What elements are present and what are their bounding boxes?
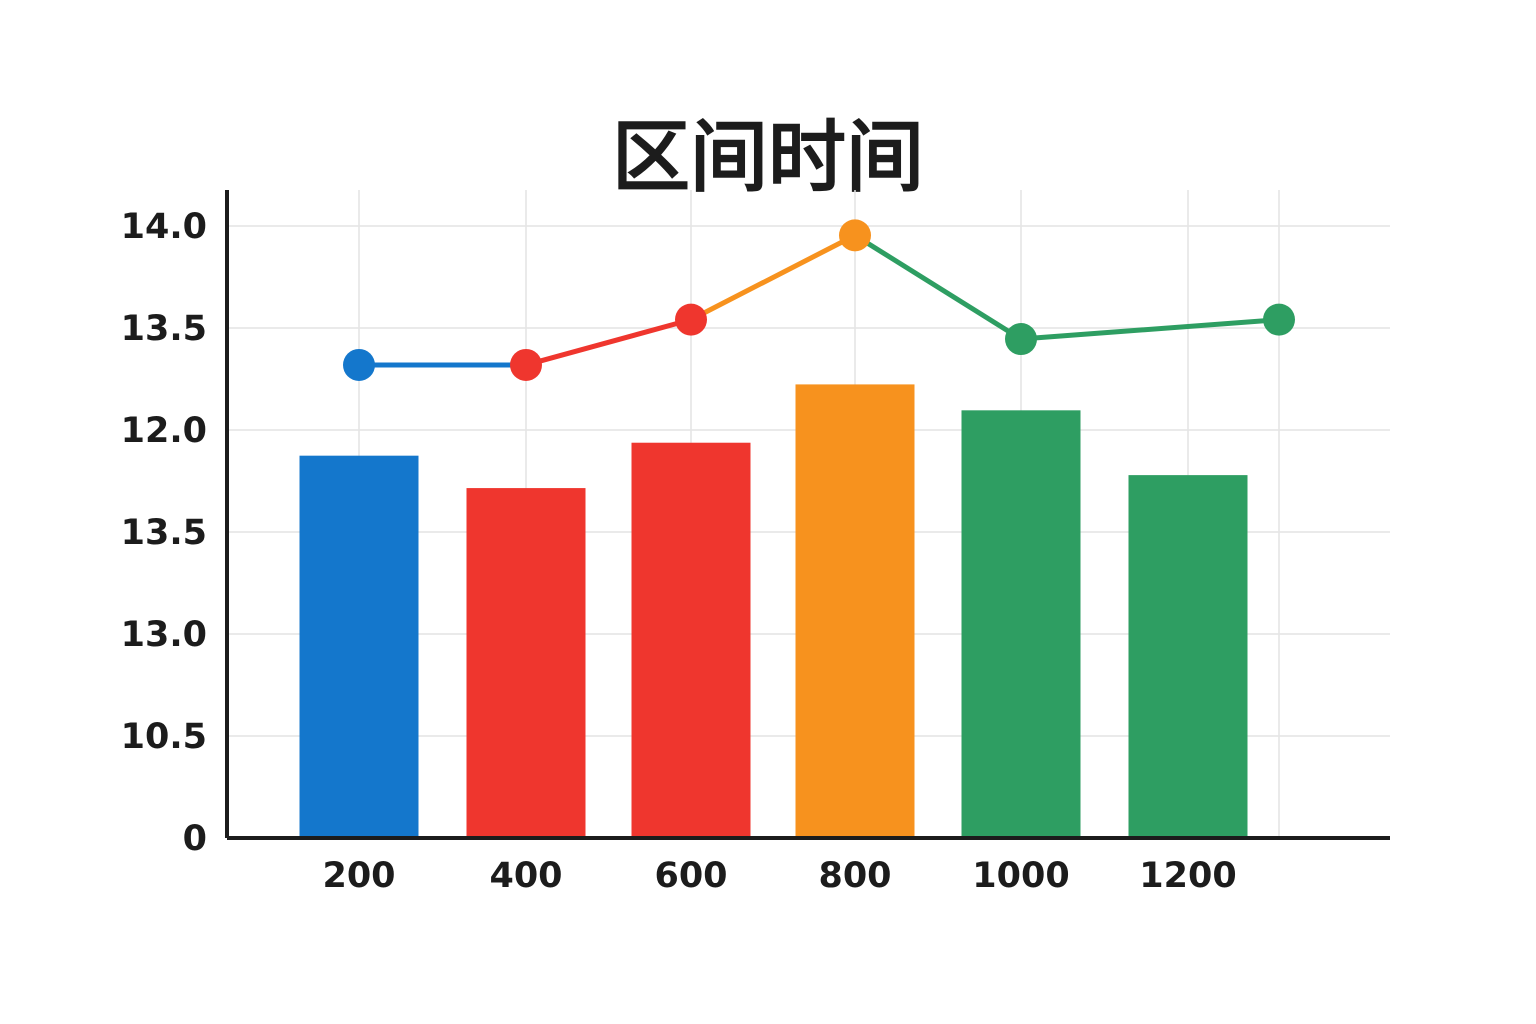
y-tick-label: 13.0 [121, 615, 207, 655]
line-segment [688, 232, 858, 323]
y-tick-label: 12.0 [121, 411, 207, 451]
x-tick-label: 1000 [972, 856, 1069, 896]
y-tick-label: 0 [183, 819, 207, 859]
y-tick-label: 13.5 [121, 513, 207, 553]
line-point [343, 348, 375, 381]
y-tick-label: 10.5 [121, 717, 207, 757]
line-segment [1018, 317, 1282, 342]
bar [631, 442, 751, 838]
bar [795, 384, 915, 838]
x-tick-label: 400 [489, 856, 562, 896]
line-point [839, 219, 871, 252]
line-point [1005, 323, 1037, 356]
line-segment [523, 317, 694, 368]
line-point [1263, 303, 1295, 336]
line-point [510, 348, 542, 381]
chart-title: 区间时间 [611, 113, 924, 203]
x-tick-label: 1200 [1139, 856, 1236, 896]
y-tick-label: 13.5 [121, 309, 207, 349]
bar [299, 455, 419, 838]
x-tick-label: 600 [654, 856, 727, 896]
line-segment [852, 232, 1024, 342]
x-tick-label: 200 [322, 856, 395, 896]
bar [961, 410, 1081, 838]
bar [1128, 475, 1248, 838]
y-tick-label: 14.0 [121, 207, 207, 247]
x-tick-label: 800 [818, 856, 891, 896]
line-point [675, 303, 707, 336]
bar [466, 488, 586, 838]
